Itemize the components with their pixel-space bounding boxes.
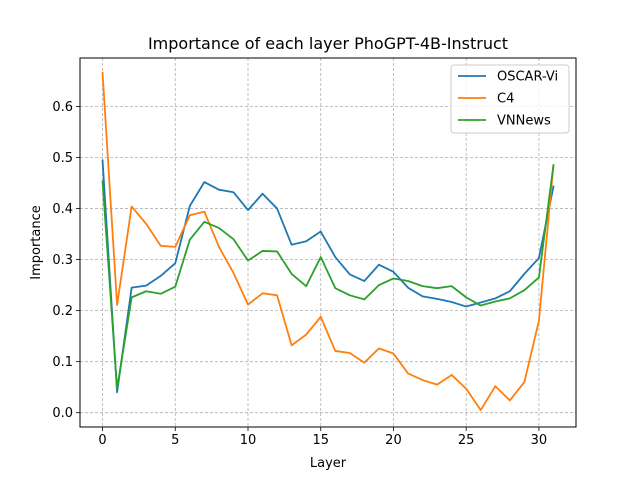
axis-ticks: 0 5 10 15 20 25 30 0.0 0.1 0.2 0.3 0.4 0.5 0.6 — [52, 100, 547, 448]
y-tick-label: 0.0 — [52, 406, 73, 421]
x-axis-label: Layer — [310, 456, 347, 471]
x-tick-label: 25 — [458, 433, 475, 448]
series-line-c4 — [101, 71, 555, 412]
y-tick-label: 0.2 — [52, 304, 73, 319]
y-tick-label: 0.5 — [52, 151, 73, 166]
y-tick-label: 0.1 — [52, 355, 73, 370]
x-tick-label: 30 — [531, 433, 548, 448]
legend-label: C4 — [497, 92, 514, 107]
series-line-vnnews — [101, 164, 555, 390]
x-tick-label: 20 — [385, 433, 402, 448]
x-tick-label: 5 — [171, 433, 179, 448]
legend-label: OSCAR-Vi — [497, 70, 558, 85]
series-lines — [101, 71, 555, 412]
legend: OSCAR-Vi C4 VNNews — [450, 64, 570, 134]
x-tick-label: 15 — [312, 433, 329, 448]
chart-title: Importance of each layer PhoGPT-4B-Instr… — [148, 34, 508, 53]
legend-box — [450, 64, 570, 134]
y-tick-label: 0.6 — [52, 100, 73, 115]
x-tick-label: 0 — [98, 433, 106, 448]
x-tick-label: 10 — [240, 433, 257, 448]
legend-label: VNNews — [497, 114, 551, 129]
y-tick-label: 0.4 — [52, 202, 73, 217]
axes-frame — [79, 57, 577, 428]
grid-lines — [80, 58, 576, 427]
y-tick-label: 0.3 — [52, 253, 73, 268]
y-axis-label: Importance — [29, 205, 44, 280]
